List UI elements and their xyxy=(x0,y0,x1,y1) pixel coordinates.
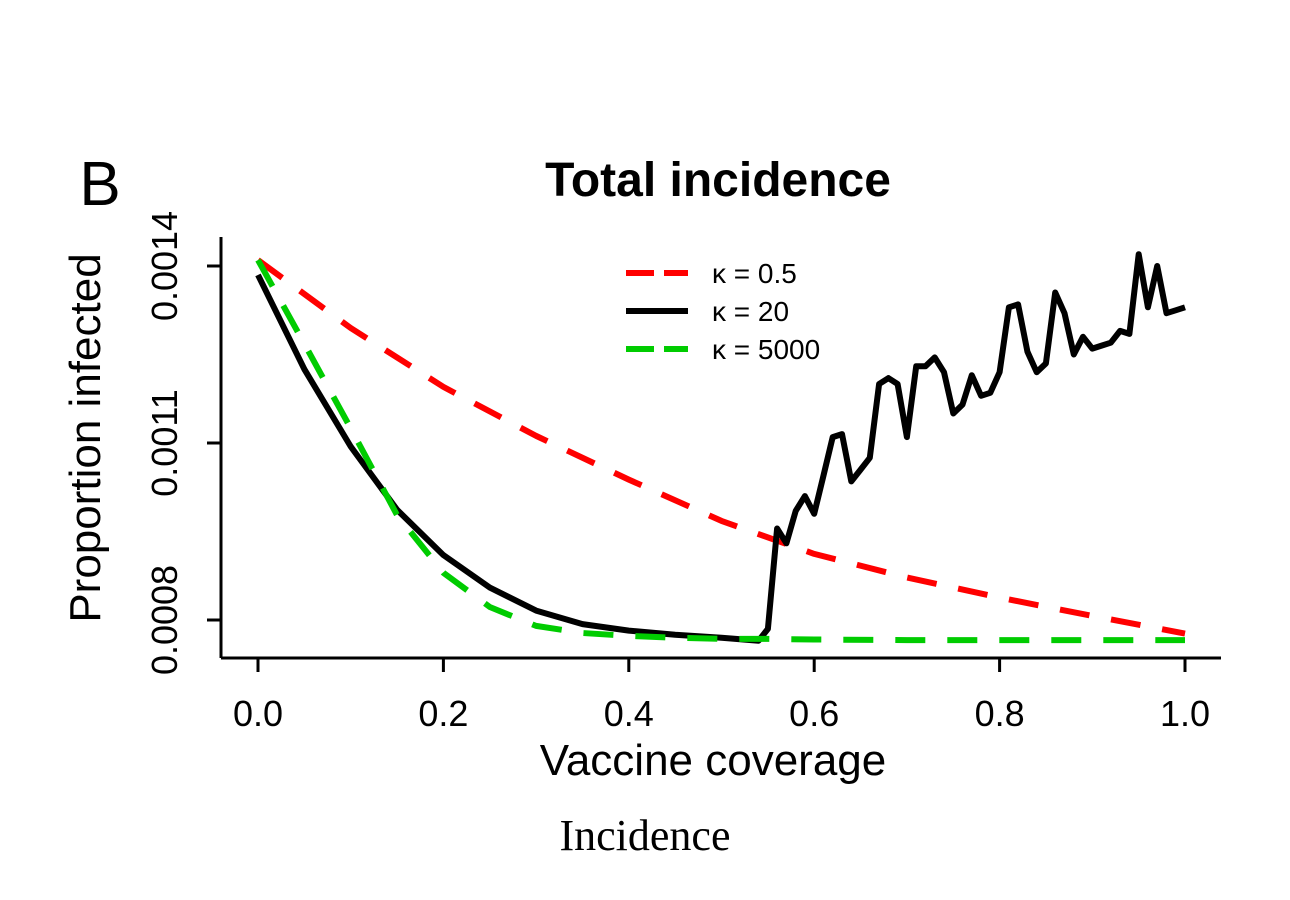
x-tick-label: 1.0 xyxy=(1160,693,1210,734)
legend-label-1: κ = 0.5 xyxy=(712,258,797,289)
legend-label-2: κ = 20 xyxy=(712,296,789,327)
chart-title: Total incidence xyxy=(545,154,891,207)
y-axis-label: Proportion infected xyxy=(61,253,110,622)
x-tick-label: 0.6 xyxy=(789,693,839,734)
x-axis-label: Vaccine coverage xyxy=(540,736,887,785)
y-tick-label: 0.0014 xyxy=(144,211,185,321)
y-tick-label: 0.0011 xyxy=(144,389,185,496)
x-tick-label: 0.2 xyxy=(418,693,468,734)
x-tick-label: 0.4 xyxy=(604,693,654,734)
panel-label: B xyxy=(79,150,120,219)
axes: 0.0 0.2 0.4 0.6 0.8 1.0 0.0008 0.0011 0.0014 xyxy=(144,211,1221,734)
series-line-1 xyxy=(256,257,1186,637)
figure-caption: Incidence xyxy=(559,811,731,860)
x-tick-label: 0.8 xyxy=(975,693,1025,734)
legend: κ = 0.5 κ = 20 κ = 5000 xyxy=(626,258,820,365)
legend-label-3: κ = 5000 xyxy=(712,334,820,365)
y-tick-label: 0.0008 xyxy=(144,565,185,675)
plot-area xyxy=(255,251,1186,644)
x-tick-label: 0.0 xyxy=(233,693,283,734)
